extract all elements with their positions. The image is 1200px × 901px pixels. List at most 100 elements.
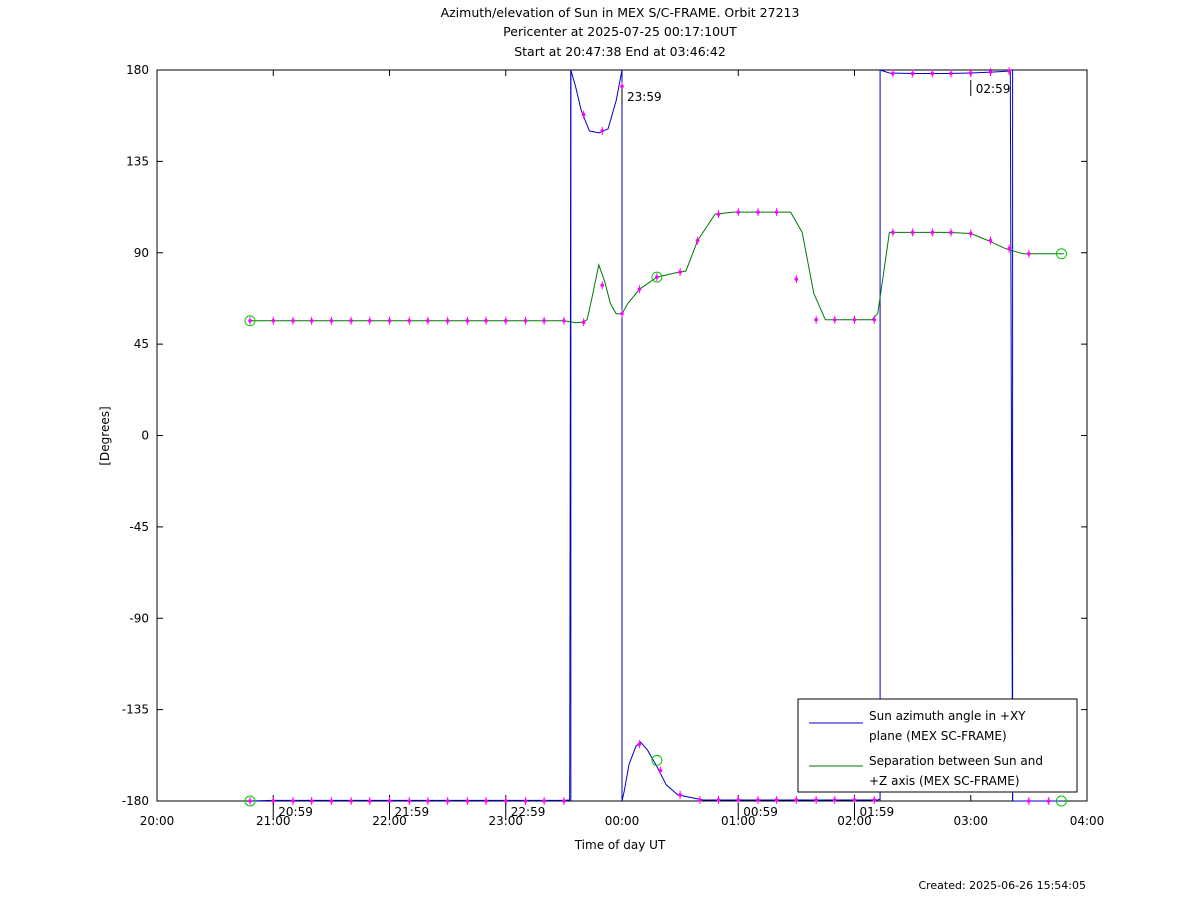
x-tick-label: 22:00 [372, 814, 407, 828]
data-marker [542, 318, 546, 323]
y-tick-label: 90 [134, 246, 149, 260]
data-marker [600, 283, 605, 288]
azimuth-line-segment [249, 69, 572, 802]
data-marker [367, 318, 372, 323]
data-marker [872, 317, 877, 322]
data-marker [949, 71, 953, 76]
data-marker [1027, 251, 1031, 256]
data-marker [523, 318, 528, 323]
event-circle-marker [244, 315, 256, 327]
hour-mark-label: 00:59 [743, 805, 778, 819]
data-marker [523, 799, 528, 803]
data-marker [248, 799, 252, 803]
data-marker [248, 318, 252, 323]
azimuth-line-segment [879, 69, 1014, 802]
data-marker [445, 318, 450, 323]
x-tick-label: 00:00 [605, 814, 640, 828]
marker-layer [244, 67, 1067, 807]
y-tick-label: -135 [122, 703, 149, 717]
data-marker [930, 230, 935, 235]
series-layer [249, 69, 1064, 802]
data-marker [465, 318, 470, 323]
x-tick-label: 01:00 [721, 814, 756, 828]
data-marker [794, 798, 799, 802]
data-marker [872, 798, 877, 802]
data-marker [309, 799, 314, 803]
hour-mark-label: 01:59 [860, 805, 895, 819]
y-tick-label: 45 [134, 337, 149, 351]
data-marker [756, 798, 760, 802]
data-marker [465, 799, 470, 803]
hour-mark-label: 02:59 [976, 82, 1011, 96]
legend-label-azimuth-1: Sun azimuth angle in +XY [869, 709, 1026, 723]
y-axis: 180 135 90 45 0 -45 -90 -135 -180 [122, 63, 1087, 808]
event-circle-marker [651, 754, 663, 766]
data-marker [949, 230, 953, 235]
y-tick-label: 135 [126, 154, 149, 168]
chart-title-line-1: Azimuth/elevation of Sun in MEX S/C-FRAM… [441, 5, 800, 20]
event-circle-marker [1055, 248, 1067, 260]
x-tick-label: 23:00 [488, 814, 523, 828]
data-marker [774, 210, 779, 214]
data-marker [484, 799, 488, 803]
created-timestamp: Created: 2025-06-26 15:54:05 [918, 879, 1086, 892]
chart-title-line-2: Pericenter at 2025-07-25 00:17:10UT [503, 24, 737, 39]
y-tick-label: -180 [122, 794, 149, 808]
data-marker [930, 71, 935, 76]
data-marker [620, 311, 624, 316]
data-marker [852, 798, 857, 802]
y-tick-label: -90 [129, 611, 149, 625]
data-marker [271, 799, 276, 803]
data-marker [562, 318, 566, 323]
data-marker [716, 798, 721, 802]
data-marker [832, 317, 837, 322]
data-marker [736, 210, 741, 214]
data-marker [581, 320, 586, 324]
data-marker [426, 318, 430, 323]
data-marker [910, 230, 915, 235]
data-marker [678, 270, 682, 274]
event-circle-marker [244, 795, 256, 807]
legend-label-separation-1: Separation between Sun and [869, 754, 1043, 768]
data-marker [774, 798, 779, 802]
data-marker [832, 798, 837, 802]
data-marker [988, 238, 993, 243]
data-marker [988, 70, 993, 74]
data-marker [1007, 246, 1011, 251]
hour-mark-layer: 20:59 21:59 22:59 23:59 00:59 01:59 02:59 [272, 80, 1011, 819]
x-tick-label: 02:00 [837, 814, 872, 828]
chart-title-line-3: Start at 20:47:38 End at 03:46:42 [514, 44, 726, 59]
data-marker [562, 799, 566, 803]
data-marker [852, 317, 857, 322]
data-marker [658, 768, 663, 773]
data-marker [637, 287, 642, 292]
data-marker [678, 793, 682, 797]
x-tick-label: 03:00 [953, 814, 988, 828]
x-tick-label: 20:00 [140, 814, 175, 828]
data-marker [387, 318, 392, 323]
data-marker [756, 210, 760, 214]
x-tick-label: 21:00 [256, 814, 291, 828]
data-marker [445, 799, 450, 803]
data-marker [387, 799, 392, 803]
data-marker [581, 112, 586, 117]
data-marker [620, 84, 624, 89]
data-marker [637, 742, 642, 746]
data-marker [503, 799, 508, 803]
data-marker [891, 230, 895, 235]
data-marker [1027, 799, 1031, 803]
legend: Sun azimuth angle in +XY plane (MEX SC-F… [797, 698, 1078, 793]
hour-mark-label: 20:59 [278, 805, 313, 819]
data-marker [271, 318, 276, 323]
data-marker [968, 231, 973, 236]
azimuth-line-segment [570, 69, 623, 134]
data-marker [794, 277, 799, 281]
x-axis: 20:00 21:00 22:00 23:00 00:00 01:00 02:00 03:00… [140, 70, 1104, 828]
data-marker [329, 318, 334, 323]
data-marker [736, 798, 741, 802]
data-marker [891, 71, 895, 76]
data-marker [542, 799, 546, 803]
data-marker [716, 212, 721, 216]
data-marker [1007, 69, 1011, 73]
y-tick-label: 180 [126, 63, 149, 77]
